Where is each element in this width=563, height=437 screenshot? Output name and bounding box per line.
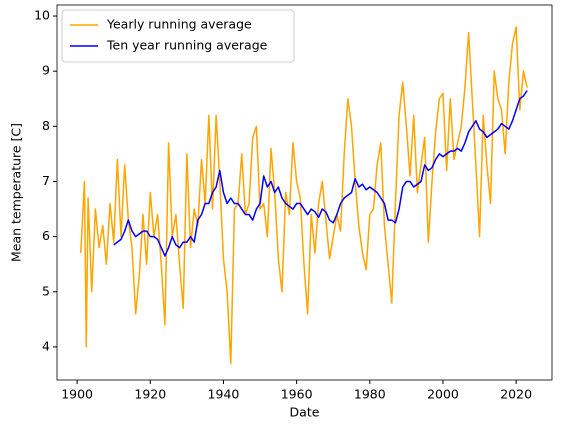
x-tick-label: 2000: [427, 387, 459, 402]
series-line: [80, 26, 528, 365]
legend-box: [61, 9, 295, 63]
x-tick-label: 2020: [500, 387, 532, 402]
x-tick-label: 1960: [281, 387, 313, 402]
x-tick-label: 1940: [208, 387, 240, 402]
y-tick-label: 7: [42, 173, 50, 188]
series-line: [113, 90, 528, 257]
legend-label: Ten year running average: [106, 38, 268, 53]
y-tick-label: 4: [42, 338, 50, 353]
y-axis-label: Mean temperature [C]: [9, 123, 24, 262]
y-tick-label: 10: [34, 8, 50, 23]
x-tick-label: 1900: [61, 387, 93, 402]
y-tick-label: 8: [42, 118, 50, 133]
y-tick-label: 9: [42, 63, 50, 78]
y-tick-label: 5: [42, 283, 50, 298]
y-tick-label: 6: [42, 228, 50, 243]
legend-label: Yearly running average: [106, 17, 252, 32]
x-tick-label: 1920: [134, 387, 166, 402]
x-tick-label: 1980: [354, 387, 386, 402]
plot-frame: [56, 4, 553, 381]
x-axis-label: Date: [290, 405, 320, 420]
